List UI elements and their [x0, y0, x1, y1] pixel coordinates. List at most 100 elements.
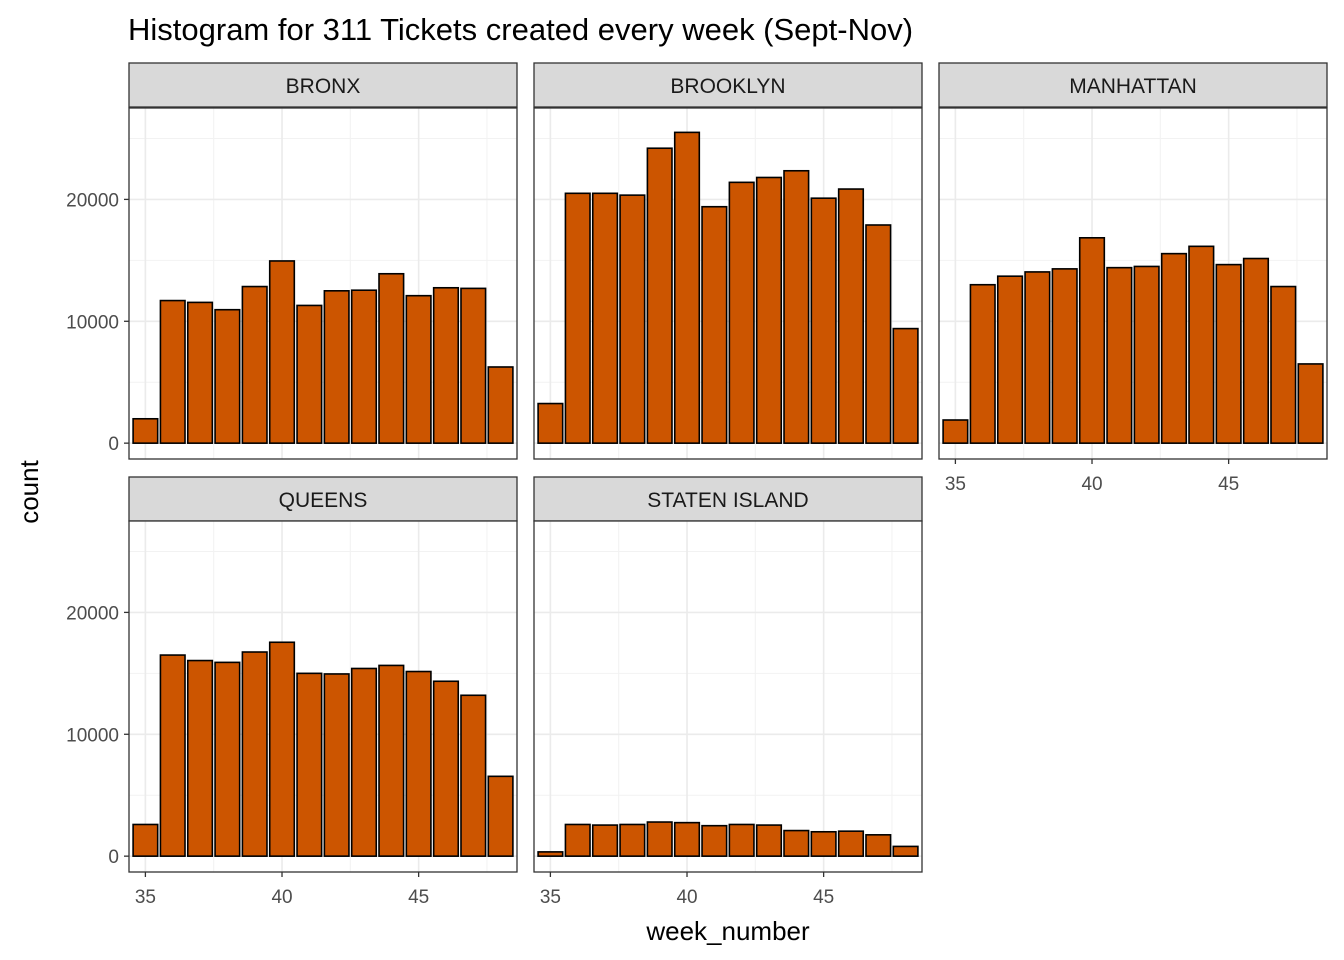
- bar-week-44: [783, 169, 810, 444]
- bar-week-36: [159, 654, 186, 857]
- facet-strip: [533, 476, 923, 522]
- bar-week-40: [268, 260, 296, 444]
- facet-strip: [128, 62, 518, 108]
- bar-week-45: [405, 294, 432, 444]
- bar-week-47: [460, 287, 487, 444]
- facet-panel-bronx: BRONX 0 10000 20000: [66, 62, 518, 460]
- bar-week-39: [241, 285, 268, 444]
- bar-week-39: [241, 651, 268, 857]
- bar-week-41: [1106, 266, 1133, 444]
- x-tick-label: 40: [1081, 474, 1102, 495]
- bar-week-40: [673, 131, 701, 444]
- facet-panel-queens: QUEENS 0 10000 20000 35 40 45: [66, 476, 518, 908]
- facet-strip-label: MANHATTAN: [1069, 75, 1197, 98]
- bar-week-40: [1078, 236, 1106, 444]
- bar-week-43: [1160, 252, 1188, 444]
- bar-week-41: [296, 304, 323, 444]
- y-tick-label: 20000: [66, 190, 119, 211]
- bar-week-35: [132, 417, 159, 444]
- y-axis-label: count: [14, 459, 44, 523]
- y-tick-label: 10000: [66, 312, 119, 333]
- bar-week-48: [487, 775, 514, 857]
- bar-week-44: [1188, 245, 1215, 444]
- bar-week-42: [1133, 265, 1160, 444]
- bar-week-38: [619, 194, 646, 444]
- facet-strip: [128, 476, 518, 522]
- bar-week-41: [296, 672, 323, 857]
- bar-week-36: [564, 823, 591, 857]
- bar-week-37: [186, 659, 214, 857]
- bar-week-38: [619, 823, 646, 857]
- facet-strip-label: QUEENS: [279, 489, 368, 512]
- bar-week-48: [892, 845, 919, 857]
- x-tick-label: 40: [676, 887, 697, 908]
- bar-week-37: [591, 192, 619, 444]
- bar-week-41: [701, 205, 728, 444]
- bar-week-46: [1242, 257, 1270, 444]
- x-axis-label: week_number: [645, 916, 810, 946]
- bar-week-42: [728, 181, 755, 444]
- bar-week-47: [865, 834, 892, 857]
- bar-week-45: [1215, 263, 1242, 444]
- bar-week-41: [701, 824, 728, 857]
- bar-week-45: [810, 830, 837, 857]
- y-tick-label: 0: [108, 847, 119, 868]
- bar-week-35: [537, 402, 564, 444]
- bar-week-48: [1297, 363, 1324, 444]
- bar-week-47: [1270, 285, 1297, 444]
- bar-week-46: [432, 286, 460, 444]
- bar-week-40: [268, 641, 296, 857]
- x-tick-label: 35: [945, 474, 966, 495]
- facet-strip: [533, 62, 923, 108]
- bar-week-42: [323, 290, 350, 444]
- bar-week-48: [487, 366, 514, 444]
- facet-strip-label: BRONX: [286, 75, 361, 98]
- bar-week-35: [132, 823, 159, 857]
- bar-week-44: [783, 829, 810, 857]
- bar-week-39: [646, 821, 673, 857]
- bar-week-43: [350, 667, 378, 857]
- bar-week-45: [810, 197, 837, 444]
- y-tick-label: 0: [108, 434, 119, 455]
- chart-title: Histogram for 311 Tickets created every …: [128, 12, 913, 47]
- x-tick-label: 40: [271, 887, 292, 908]
- facet-strip: [938, 62, 1328, 108]
- bar-week-35: [942, 419, 969, 444]
- facet-panel-staten-island: STATEN ISLAND 35 40 45: [533, 476, 923, 908]
- bar-week-44: [378, 272, 405, 444]
- x-tick-label: 35: [135, 887, 156, 908]
- y-tick-label: 20000: [66, 603, 119, 624]
- panel-border: [128, 520, 518, 873]
- bar-week-36: [969, 283, 996, 444]
- facet-panel-manhattan: MANHATTAN 35 40 45: [938, 62, 1328, 495]
- bar-week-37: [996, 275, 1024, 444]
- bar-week-37: [186, 301, 214, 444]
- bar-week-42: [323, 673, 350, 857]
- bar-week-46: [837, 188, 865, 444]
- bar-week-45: [405, 670, 432, 857]
- panel-border: [533, 107, 923, 460]
- bar-week-36: [564, 192, 591, 444]
- bar-week-43: [755, 824, 783, 857]
- bar-week-46: [432, 680, 460, 857]
- x-tick-label: 45: [1218, 474, 1239, 495]
- panel-border: [533, 520, 923, 873]
- bar-week-44: [378, 664, 405, 857]
- bar-week-38: [214, 308, 241, 444]
- x-tick-label: 45: [408, 887, 429, 908]
- x-tick-label: 35: [540, 887, 561, 908]
- bar-week-47: [460, 694, 487, 857]
- bar-week-39: [1051, 268, 1078, 444]
- bar-week-38: [214, 661, 241, 857]
- bar-week-35: [537, 851, 564, 857]
- bar-week-37: [591, 824, 619, 857]
- bar-week-36: [159, 299, 186, 444]
- bar-week-43: [755, 176, 783, 444]
- bar-week-39: [646, 147, 673, 444]
- y-tick-label: 10000: [66, 725, 119, 746]
- panel-background: [534, 521, 922, 872]
- facet-strip-label: BROOKLYN: [670, 75, 785, 98]
- facet-strip-label: STATEN ISLAND: [647, 489, 808, 512]
